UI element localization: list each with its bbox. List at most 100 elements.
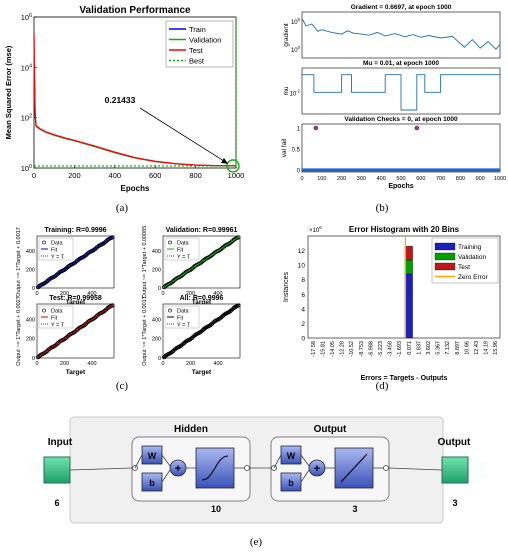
caption-d: (d)	[376, 380, 389, 392]
legend-label-a: Best	[189, 57, 205, 66]
y-tick-label-d: 2	[301, 321, 305, 328]
data-point	[110, 303, 115, 308]
hidden-size: 10	[211, 504, 221, 514]
x-axis-label-regression: Target	[66, 299, 86, 306]
legend-label-regression: Data	[51, 241, 64, 247]
x-tick-label-regression: 400	[87, 361, 96, 367]
legend-data-symbol	[168, 240, 172, 245]
x-tick-label-d: 10.66	[464, 341, 470, 355]
performance-plot: Validation Performance Epochs Mean Squared…	[4, 5, 244, 193]
y-scale-label-d: ×106	[309, 225, 322, 234]
x-tick-label-d: -14.05	[330, 341, 336, 357]
y-axis-label-regression: Output ~= 1*Target + 0.0027	[16, 296, 22, 366]
hidden-bias-label: b	[149, 478, 155, 488]
legend-label-d: Training	[458, 244, 482, 251]
x-tick-label-b: 0	[300, 176, 303, 182]
hidden-label: Hidden	[174, 424, 208, 435]
purelin-line-icon	[340, 453, 368, 483]
x-tick-label-d: -8.753	[359, 341, 365, 357]
data-point	[236, 303, 241, 308]
x-tick-label-d: -15.81	[320, 341, 326, 357]
x-tick-label-b: 300	[357, 176, 366, 182]
y-axis-label-gradient: gradient	[283, 23, 290, 47]
output-out-node	[383, 465, 389, 471]
y-tick-label-a: 104	[21, 63, 32, 72]
output-connector	[300, 469, 310, 483]
legend-regression	[164, 237, 200, 261]
regression-title: All: R=0.9996	[180, 295, 224, 302]
legend-label-a: Validation	[189, 36, 221, 45]
legend-label-regression: Data	[177, 309, 190, 315]
mu-line	[302, 74, 500, 111]
x-tick-label-regression: 0	[35, 291, 38, 297]
y-axis-label-d: Instances	[283, 272, 290, 302]
tansig-curve-icon	[201, 455, 229, 481]
x-tick-label-regression: 200	[60, 361, 69, 367]
x-tick-label-regression: 200	[186, 361, 195, 367]
x-tick-label-b: 500	[396, 176, 405, 182]
x-tick-label-regression: 0	[161, 361, 164, 367]
x-tick-label-regression: 0	[35, 361, 38, 367]
y-tick-label-regression: 400	[26, 249, 35, 255]
x-tick-label-b: 400	[377, 176, 386, 182]
x-tick-label-a: 600	[149, 171, 162, 180]
y-axis-label-a: Mean Squared Error (mse)	[4, 45, 13, 139]
legend-label-d: Test	[458, 264, 470, 271]
x-tick-label-d: 7.132	[445, 341, 451, 355]
x-tick-label-d: 0.071	[407, 341, 413, 355]
y-tick-label-regression: 0	[32, 286, 35, 292]
network-diagram: Input 6 Hidden Wb +10 Output Wb +3 Output 3	[20, 416, 494, 524]
legend-data-symbol	[42, 240, 46, 245]
x-axis-label-regression: Target	[192, 299, 212, 306]
x-axis-label-regression: Target	[66, 369, 86, 376]
y-tick-label-regression: 200	[152, 337, 161, 343]
x-tick-label-b: 700	[436, 176, 445, 182]
x-tick-label-regression: 400	[87, 291, 96, 297]
caption-b: (b)	[376, 202, 389, 214]
y-tick-label-regression: 0	[158, 356, 161, 362]
training-state-plot: Gradient = 0.6697, at epoch 1000 gradient…	[281, 4, 506, 190]
legend-label-regression: Y = T	[177, 323, 191, 329]
y-tick-label-val-fail: 0	[297, 169, 301, 175]
legend-label-d: Validation	[458, 254, 486, 261]
series-line-test	[33, 33, 237, 167]
hidden-connector	[134, 454, 143, 469]
hidden-connector	[161, 454, 171, 467]
fit-line	[36, 235, 115, 289]
y-tick-label-a: 106	[21, 13, 32, 22]
output-end-label: Output	[438, 437, 471, 448]
val-fail-point	[313, 125, 319, 131]
x-tick-label-a: 0	[32, 171, 36, 180]
y-tick-label-regression: 400	[26, 317, 35, 323]
x-axis-label-d: Errors = Targets - Outputs	[361, 375, 448, 382]
y-tick-label-val-fail: 0.5	[292, 148, 301, 154]
output-connector	[300, 454, 310, 467]
panel-title-gradient: Gradient = 0.6697, at epoch 1000	[351, 4, 452, 11]
x-tick-label-d: -17.58	[311, 341, 317, 357]
legend-swatch-d	[434, 262, 456, 271]
y-tick-label-d: 12	[298, 248, 306, 255]
fit-line	[162, 235, 241, 289]
y-axis-label-mu: mu	[283, 86, 290, 95]
annotation-arrow	[139, 107, 228, 164]
x-tick-label-regression: 200	[60, 291, 69, 297]
panel-title-mu: Mu = 0.01, at epoch 1000	[363, 60, 439, 67]
x-tick-label-d: -1.693	[397, 341, 403, 357]
x-tick-label-d: 12.43	[474, 341, 480, 355]
y-tick-label-d: 8	[301, 277, 305, 284]
legend-label-regression: Data	[51, 309, 64, 315]
y-tick-label-regression: 0	[158, 286, 161, 292]
input-size: 6	[54, 498, 59, 508]
legend-label-regression: Fit	[177, 316, 184, 322]
hidden-connector	[161, 469, 171, 483]
x-tick-label-d: -10.52	[349, 341, 355, 357]
caption-c: (c)	[116, 380, 129, 392]
x-tick-label-b: 600	[416, 176, 425, 182]
x-tick-label-regression: 400	[213, 361, 222, 367]
y-tick-label-val-fail: 1	[297, 127, 301, 133]
x-tick-label-d: -5.223	[378, 341, 384, 357]
y-tick-label-gradient: 105	[291, 17, 301, 26]
panel-title-val-fail: Validation Checks = 0, at epoch 1000	[344, 116, 458, 123]
legend-label-d: Zero Error	[458, 274, 488, 281]
